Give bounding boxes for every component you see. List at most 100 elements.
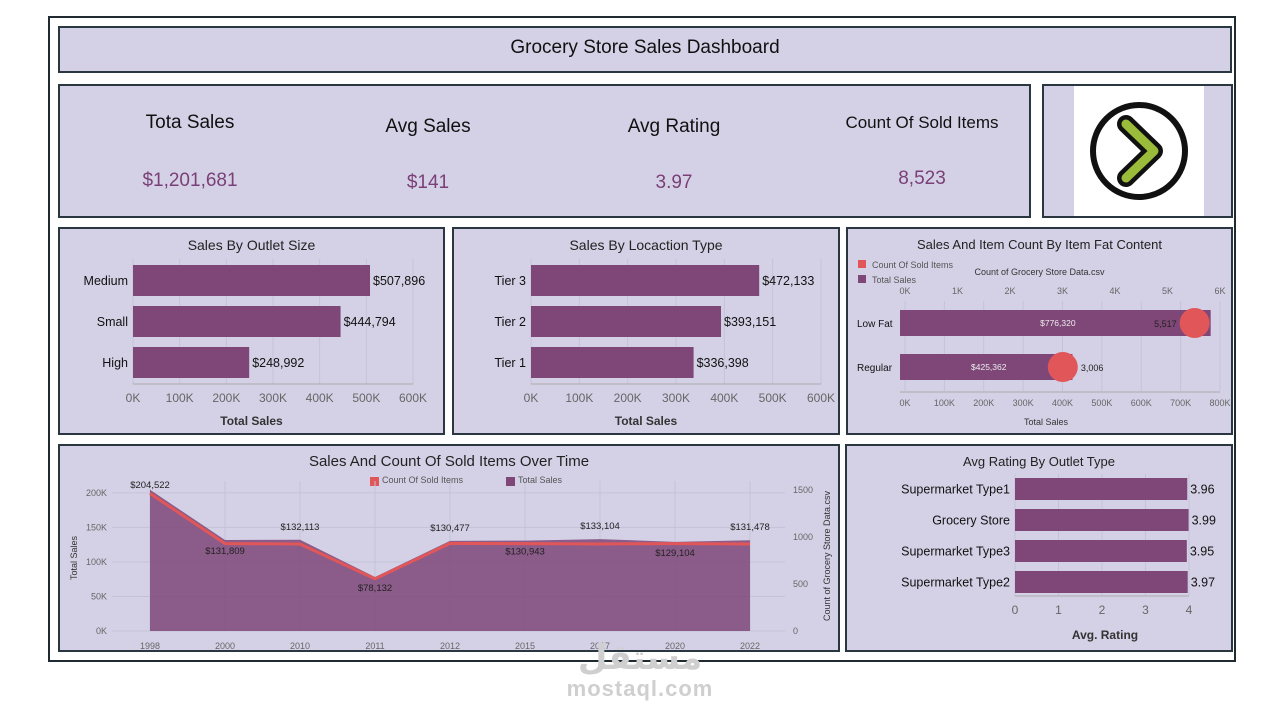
outlet-size-chart-panel: Sales By Outlet Size 0K 100K 200K 300K 400K 5… xyxy=(58,227,445,435)
bar xyxy=(900,354,1073,380)
y-axis-title: Total Sales xyxy=(69,535,79,580)
legend-swatch-sales xyxy=(506,477,515,486)
title-bar: Grocery Store Sales Dashboard xyxy=(58,26,1232,73)
watermark-arabic: مستقل xyxy=(577,639,703,677)
x-tick-label: 2011 xyxy=(365,641,384,650)
bottom-tick-label: 500K xyxy=(1091,398,1112,408)
count-line xyxy=(149,492,751,581)
bar xyxy=(1015,509,1189,531)
data-label: 3.95 xyxy=(1190,545,1214,559)
category-label: Grocery Store xyxy=(932,514,1010,528)
kpi-label: Avg Sales xyxy=(385,116,471,137)
x-tick-label: 100K xyxy=(565,391,593,405)
y-tick-label: 50K xyxy=(91,591,107,601)
chart-title: Sales By Locaction Type xyxy=(569,237,723,253)
y-tick-label: 100K xyxy=(86,557,107,567)
kpi-label: Count Of Sold Items xyxy=(845,113,999,132)
data-label: $248,992 xyxy=(252,356,304,370)
bottom-tick-label: 800K xyxy=(1209,398,1230,408)
chart-title: Avg Rating By Outlet Type xyxy=(963,454,1115,469)
top-tick-label: 6K xyxy=(1214,286,1225,296)
x-tick-label: 500K xyxy=(759,391,787,405)
kpi-panel: Tota Sales $1,201,681 Avg Sales $141 Avg… xyxy=(58,84,1031,218)
y-tick-label: 0K xyxy=(96,626,107,636)
kpi-value: $1,201,681 xyxy=(142,170,238,191)
watermark-latin: mostaql.com xyxy=(566,676,714,701)
y-tick-label: 200K xyxy=(86,488,107,498)
kpi-value: 8,523 xyxy=(898,168,946,189)
category-label: Supermarket Type3 xyxy=(901,545,1010,559)
legend-count: Count Of Sold Items xyxy=(872,260,954,270)
category-label: Low Fat xyxy=(857,319,893,330)
top-tick-label: 4K xyxy=(1109,286,1120,296)
x-tick-label: 600K xyxy=(807,391,835,405)
bottom-tick-label: 0K xyxy=(899,398,910,408)
location-type-chart-panel: Sales By Locaction Type 0K 100K 200K 300K 40… xyxy=(452,227,840,435)
dashboard-title: Grocery Store Sales Dashboard xyxy=(510,37,780,58)
data-label: $78,132 xyxy=(358,583,392,594)
top-tick-label: 5K xyxy=(1162,286,1173,296)
x-tick-label: 0K xyxy=(126,391,141,405)
fat-content-chart: 0K 1K 2K 3K 4K 5K 6K 0K 100K 200K 300K 400K 500K 600K… xyxy=(857,260,1231,408)
bar xyxy=(1015,478,1188,500)
x-tick-label: 1 xyxy=(1055,603,1062,617)
count-marker xyxy=(1047,352,1078,382)
count-label: 5,517 xyxy=(1154,319,1177,329)
sales-label: $776,320 xyxy=(1040,318,1076,328)
count-marker xyxy=(1179,308,1210,338)
data-label: $507,896 xyxy=(373,274,425,288)
category-label: Regular xyxy=(857,363,893,374)
count-label: 3,006 xyxy=(1081,363,1104,373)
kpi-total-sales: Tota Sales $1,201,681 xyxy=(90,112,290,191)
bar xyxy=(531,306,722,337)
data-label: 3.97 xyxy=(1191,576,1215,590)
y2-tick-label: 1000 xyxy=(793,532,813,542)
top-tick-label: 3K xyxy=(1057,286,1068,296)
legend-count: Count Of Sold Items xyxy=(382,475,464,485)
data-label: $393,151 xyxy=(724,315,776,329)
category-label: Supermarket Type2 xyxy=(901,576,1010,590)
data-label: $130,477 xyxy=(430,523,470,534)
outlet-size-chart: 0K 100K 200K 300K 400K 500K 600K Medium $507,896… xyxy=(84,259,427,405)
bar xyxy=(531,347,694,378)
bottom-tick-label: 200K xyxy=(973,398,994,408)
kpi-count-sold: Count Of Sold Items 8,523 xyxy=(822,113,1022,189)
data-label: $204,522 xyxy=(130,480,170,491)
kpi-value: $141 xyxy=(406,172,450,193)
x-tick-label: 300K xyxy=(662,391,690,405)
data-label: $131,809 xyxy=(205,546,245,557)
bar xyxy=(133,306,341,337)
x-tick-label: 2020 xyxy=(665,641,685,650)
bar xyxy=(1015,540,1187,562)
x-axis-title: Total Sales xyxy=(220,414,283,428)
category-label: Tier 3 xyxy=(495,274,527,288)
top-tick-label: 1K xyxy=(952,286,963,296)
logo-box xyxy=(1074,86,1204,216)
data-label: $472,133 xyxy=(762,274,814,288)
logo-panel xyxy=(1042,84,1233,218)
kpi-label: Tota Sales xyxy=(145,112,235,133)
bottom-tick-label: 300K xyxy=(1013,398,1034,408)
x-tick-label: 2012 xyxy=(440,641,460,650)
chevron-right-circle-icon xyxy=(1090,102,1188,200)
legend-swatch-count xyxy=(858,260,866,268)
x-tick-label: 200K xyxy=(614,391,642,405)
y2-axis-title: Count of Grocery Store Data.csv xyxy=(822,490,832,621)
y2-tick-label: 1500 xyxy=(793,485,813,495)
x-tick-label: 100K xyxy=(166,391,194,405)
data-label: 3.99 xyxy=(1192,514,1216,528)
category-label: Tier 2 xyxy=(495,315,527,329)
bar xyxy=(133,347,250,378)
chart-title: Sales And Count Of Sold Items Over Time xyxy=(308,453,590,470)
chart-title: Sales And Item Count By Item Fat Content xyxy=(917,237,1162,252)
legend-sales: Total Sales xyxy=(518,475,563,485)
bottom-tick-label: 100K xyxy=(934,398,955,408)
y2-tick-label: 500 xyxy=(793,579,808,589)
x-tick-label: 400K xyxy=(306,391,334,405)
over-time-chart-panel: Sales And Count Of Sold Items Over Time … xyxy=(58,444,840,652)
top-tick-label: 0K xyxy=(899,286,910,296)
x-tick-label: 200K xyxy=(212,391,240,405)
kpi-label: Avg Rating xyxy=(627,116,721,137)
x-tick-label: 3 xyxy=(1142,603,1149,617)
x-axis-title: Total Sales xyxy=(1024,417,1069,427)
